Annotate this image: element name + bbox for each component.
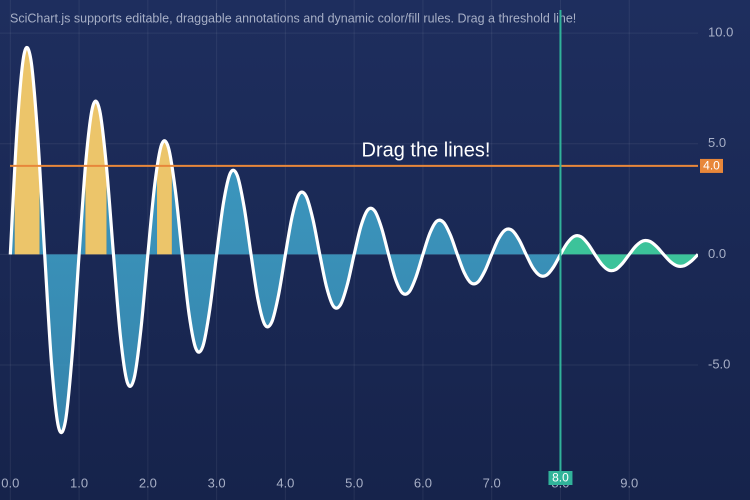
y-tick-label: 0.0 xyxy=(708,246,726,261)
y-tick-label: -5.0 xyxy=(708,356,730,371)
plot-area xyxy=(8,45,698,435)
x-tick-label: 5.0 xyxy=(345,475,363,490)
data-line xyxy=(8,45,698,435)
annotation-text[interactable]: Drag the lines! xyxy=(362,139,491,161)
subtitle: SciChart.js supports editable, draggable… xyxy=(10,11,576,25)
threshold-label-box xyxy=(700,158,723,173)
x-tick-label: 2.0 xyxy=(139,475,157,490)
x-tick-label: 9.0 xyxy=(620,475,638,490)
x-tick-label: 6.0 xyxy=(414,475,432,490)
area-fill xyxy=(106,167,158,387)
axes: 0.0 1.0 2.0 3.0 4.0 5.0 6.0 7.0 8.0 9.0 -5.0 0.0 5.0… xyxy=(1,25,733,491)
x-tick-label: 7.0 xyxy=(483,475,501,490)
area-fill xyxy=(171,165,561,353)
y-tick-label: 10.0 xyxy=(708,25,733,40)
x-tick-label: 3.0 xyxy=(208,475,226,490)
area-fill xyxy=(85,101,107,255)
x-tick-label: 1.0 xyxy=(70,475,88,490)
x-tick-label: 4.0 xyxy=(276,475,294,490)
area-fill xyxy=(157,140,172,255)
area-fill xyxy=(39,164,86,433)
x-tick-label: 0.0 xyxy=(1,475,19,490)
threshold-label-box xyxy=(548,471,573,485)
threshold-label: 8.0 xyxy=(552,471,569,485)
y-tick-label: 5.0 xyxy=(708,135,726,150)
threshold-label: 4.0 xyxy=(703,159,720,173)
area-fill xyxy=(560,235,698,271)
